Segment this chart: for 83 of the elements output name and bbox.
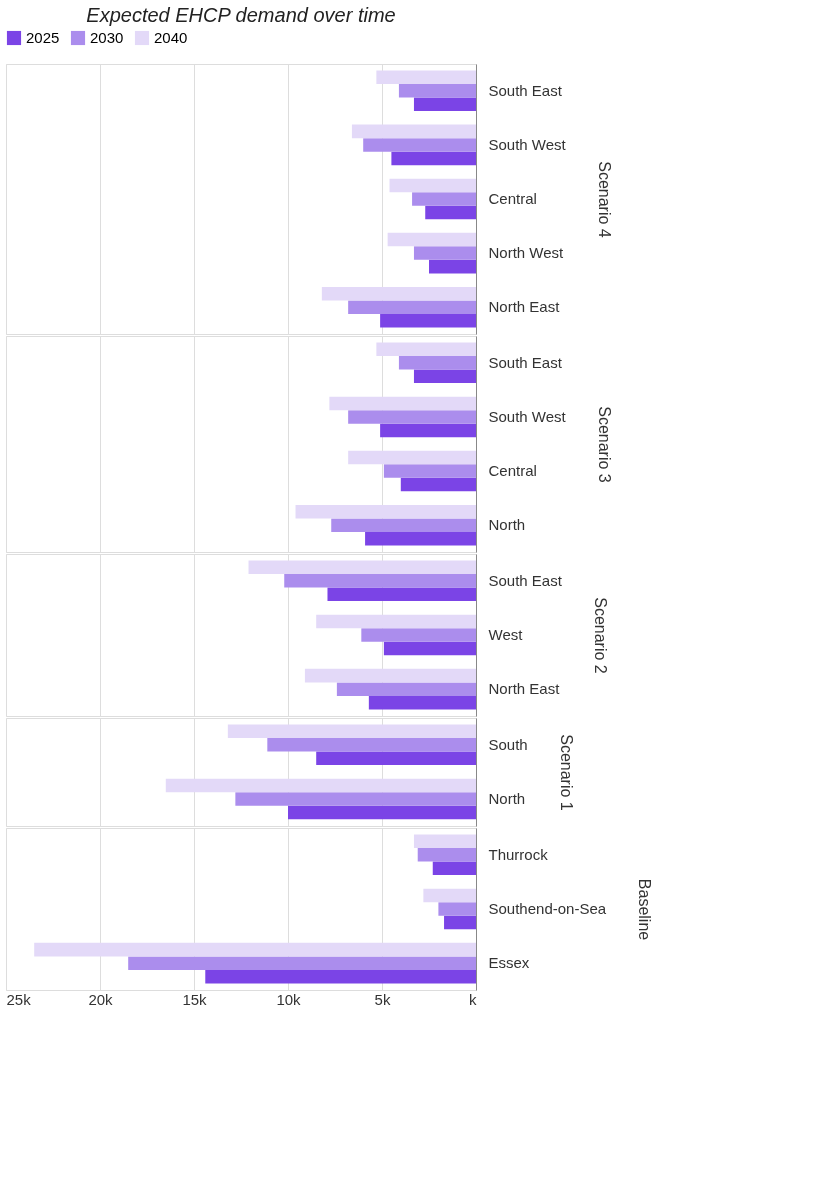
bar xyxy=(267,738,476,752)
y-tick-label: Thurrock xyxy=(488,845,549,863)
bar xyxy=(423,888,476,903)
y-tick-label: Central xyxy=(488,462,537,480)
y-axis-title: Scenario 2 xyxy=(591,597,609,674)
bar xyxy=(348,410,476,424)
y-tick-label: Southend-on-Sea xyxy=(488,900,607,917)
bar xyxy=(329,396,476,411)
y-tick-label: North xyxy=(488,516,526,534)
x-tick-label: 25k xyxy=(6,990,32,1008)
bar xyxy=(413,834,476,849)
x-tick-label: 10k xyxy=(276,990,302,1008)
bar xyxy=(413,246,476,260)
bar xyxy=(288,805,476,820)
bar xyxy=(425,205,476,220)
bar xyxy=(336,682,476,696)
bar xyxy=(227,724,476,739)
bar xyxy=(383,641,476,656)
bar xyxy=(444,915,476,930)
chart-title: Expected EHCP demand over time xyxy=(86,4,396,26)
y-axis-title: Baseline xyxy=(636,878,654,941)
bar xyxy=(205,969,476,984)
bar xyxy=(351,124,476,139)
x-tick-label: 5k xyxy=(374,990,391,1008)
bar xyxy=(380,313,476,328)
bar xyxy=(412,192,476,206)
bar xyxy=(165,778,476,793)
y-tick-label: South West xyxy=(488,407,567,425)
bar xyxy=(376,70,476,85)
y-axis-title: Scenario 1 xyxy=(557,734,575,811)
bar xyxy=(398,356,476,370)
y-tick-label: Essex xyxy=(488,954,530,972)
bar xyxy=(321,286,476,301)
bar xyxy=(363,138,476,152)
bar xyxy=(316,751,476,766)
bar xyxy=(400,477,476,492)
y-axis-title: Scenario 4 xyxy=(595,161,613,238)
y-tick-label: South East xyxy=(488,353,563,371)
bar xyxy=(438,902,476,916)
bar xyxy=(417,848,476,862)
legend-label: 2040 xyxy=(154,29,188,46)
x-tick-label: k xyxy=(469,990,477,1008)
y-tick-label: North xyxy=(488,790,526,808)
x-tick-label: 20k xyxy=(88,990,114,1008)
bar xyxy=(365,531,476,546)
y-tick-label: North East xyxy=(488,680,561,698)
bar xyxy=(316,614,476,629)
y-tick-label: Central xyxy=(488,190,537,207)
y-tick-label: South xyxy=(488,735,528,753)
bar xyxy=(398,84,476,98)
bar xyxy=(376,342,476,357)
bar xyxy=(380,423,476,438)
bar xyxy=(389,178,476,193)
bar xyxy=(327,587,476,602)
y-tick-label: North West xyxy=(488,244,565,262)
bar xyxy=(432,861,476,876)
bar xyxy=(391,151,476,166)
bar xyxy=(383,464,476,478)
bar xyxy=(348,450,476,465)
y-tick-label: West xyxy=(488,626,524,643)
bar xyxy=(361,628,476,642)
bar xyxy=(295,504,476,519)
y-tick-label: North East xyxy=(488,298,561,316)
bar xyxy=(368,695,476,710)
legend-label: 2030 xyxy=(90,29,124,46)
bar xyxy=(387,232,476,247)
bar xyxy=(248,560,476,575)
y-axis-title: Scenario 3 xyxy=(595,406,613,483)
y-tick-label: South West xyxy=(488,135,567,153)
bar xyxy=(413,97,476,112)
bar xyxy=(304,668,476,683)
bar xyxy=(34,942,476,957)
bar xyxy=(284,574,476,588)
bar xyxy=(331,518,476,532)
bar xyxy=(429,259,476,274)
bar xyxy=(413,369,476,384)
legend-label: 2025 xyxy=(26,29,60,46)
bar xyxy=(128,956,476,970)
y-tick-label: South East xyxy=(488,571,563,589)
y-tick-label: South East xyxy=(488,81,563,99)
bar xyxy=(235,792,476,806)
x-tick-label: 15k xyxy=(182,990,208,1008)
bar xyxy=(348,300,476,314)
